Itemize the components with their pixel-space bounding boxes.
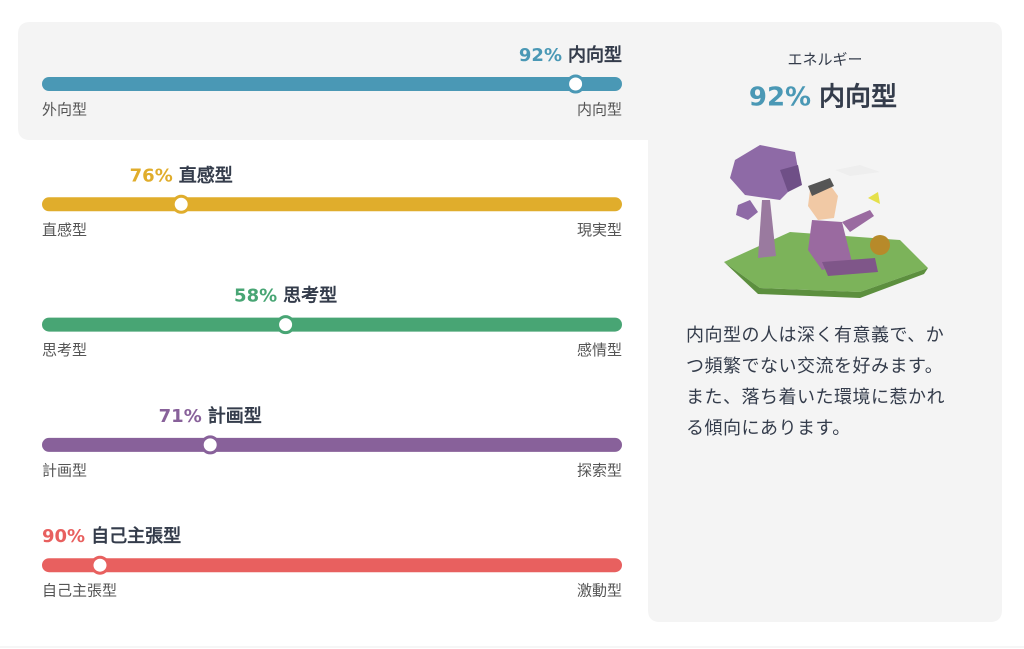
bar-track	[42, 317, 622, 332]
bar-track	[42, 197, 622, 212]
panel-percent: 92%	[749, 83, 811, 113]
trait-name: 自己主張型	[91, 525, 181, 547]
panel-category: エネルギー	[787, 51, 862, 69]
trait-name: 内向型	[568, 44, 622, 66]
trait-percent: 58%	[234, 286, 277, 307]
right-label: 激動型	[577, 582, 622, 600]
panel-description: 内向型の人は深く有意義で、かつ頻繁でない交流を好みます。また、落ち着いた環境に惹…	[686, 325, 945, 439]
left-label: 自己主張型	[42, 582, 117, 600]
trait-percent: 92%	[519, 45, 562, 66]
trait-percent: 71%	[159, 406, 202, 427]
right-label: 感情型	[577, 341, 622, 359]
left-label: 思考型	[42, 341, 87, 359]
bar-track	[42, 77, 622, 91]
bar-knob	[90, 555, 110, 575]
bar-knob	[566, 74, 586, 94]
bar-knob	[200, 435, 220, 455]
right-label: 探索型	[577, 461, 622, 479]
left-label: 外向型	[42, 101, 87, 119]
panel-trait: 内向型	[819, 82, 897, 113]
trait-name: 直感型	[179, 164, 233, 186]
bar-track	[42, 437, 622, 452]
left-label: 直感型	[42, 221, 87, 239]
bar-track	[42, 558, 622, 573]
trait-name: 思考型	[283, 285, 337, 307]
right-label: 内向型	[577, 101, 622, 119]
trait-percent: 90%	[42, 526, 85, 547]
bar-knob	[276, 315, 296, 335]
trait-name: 計画型	[208, 405, 262, 427]
bar-knob	[171, 194, 191, 214]
illustration	[724, 145, 928, 298]
left-label: 計画型	[42, 461, 87, 479]
right-label: 現実型	[577, 221, 622, 239]
trait-percent: 76%	[130, 165, 173, 186]
